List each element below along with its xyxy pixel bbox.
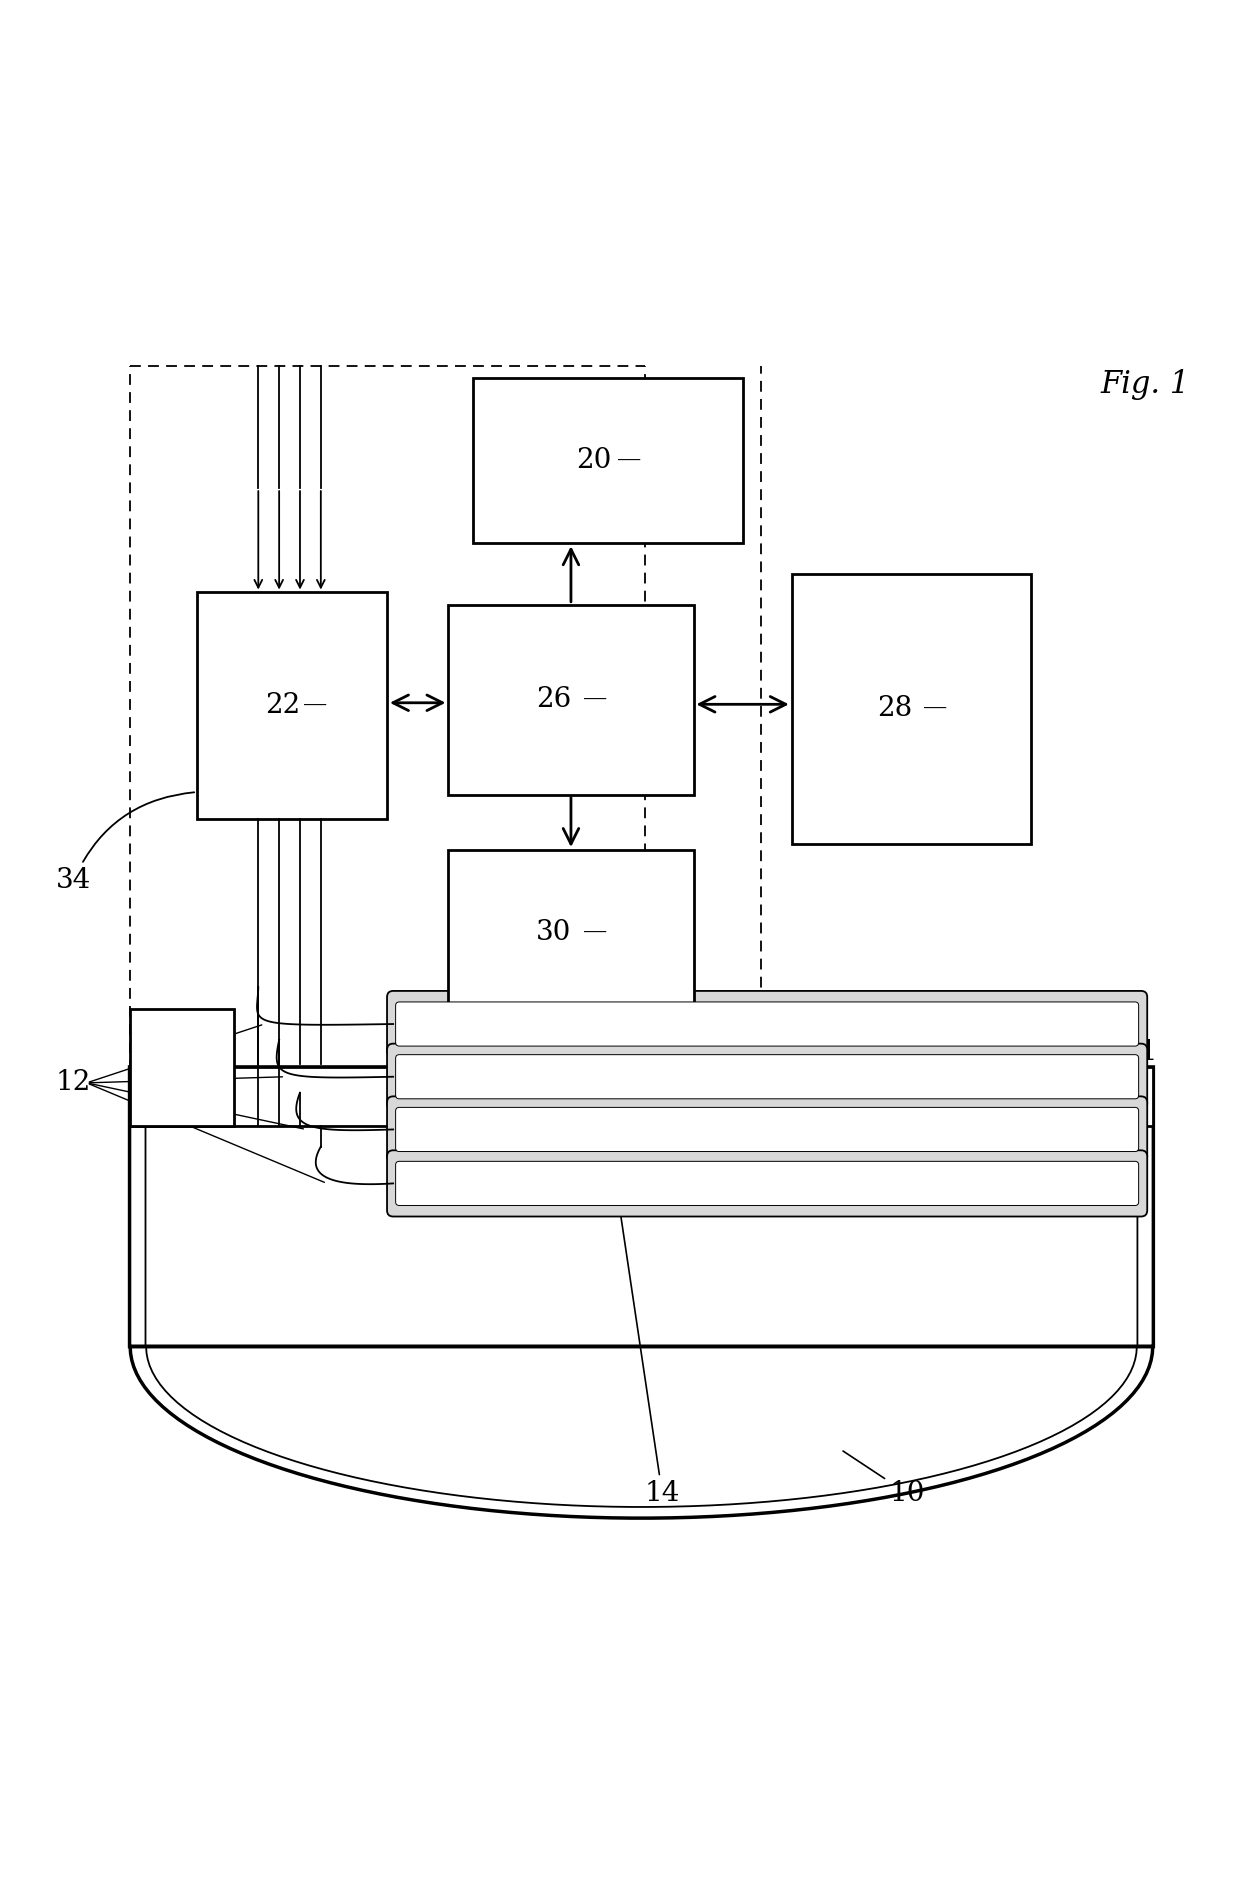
Text: 14: 14 bbox=[620, 1213, 680, 1507]
Text: ―: ― bbox=[304, 694, 326, 717]
Text: 20: 20 bbox=[577, 447, 611, 474]
Text: Fig. 1: Fig. 1 bbox=[1101, 370, 1190, 400]
Text: ―: ― bbox=[619, 449, 640, 472]
Text: 26: 26 bbox=[536, 686, 572, 713]
FancyBboxPatch shape bbox=[197, 592, 387, 819]
FancyBboxPatch shape bbox=[129, 1009, 234, 1126]
Text: 22: 22 bbox=[265, 692, 300, 719]
FancyBboxPatch shape bbox=[396, 1001, 1138, 1047]
FancyBboxPatch shape bbox=[387, 1043, 1147, 1109]
FancyBboxPatch shape bbox=[791, 574, 1030, 844]
Text: 34: 34 bbox=[56, 793, 195, 895]
Text: 11: 11 bbox=[1076, 1039, 1158, 1094]
FancyBboxPatch shape bbox=[387, 1096, 1147, 1162]
Text: ―: ― bbox=[584, 688, 606, 711]
FancyBboxPatch shape bbox=[387, 1151, 1147, 1217]
FancyBboxPatch shape bbox=[449, 849, 693, 1016]
FancyBboxPatch shape bbox=[396, 1162, 1138, 1206]
FancyBboxPatch shape bbox=[396, 1054, 1138, 1100]
FancyBboxPatch shape bbox=[387, 992, 1147, 1058]
FancyBboxPatch shape bbox=[396, 1107, 1138, 1151]
Text: 10: 10 bbox=[843, 1450, 925, 1507]
Text: ―: ― bbox=[924, 698, 946, 720]
FancyBboxPatch shape bbox=[472, 377, 743, 544]
Text: 12: 12 bbox=[56, 1069, 92, 1096]
FancyBboxPatch shape bbox=[129, 1067, 1153, 1126]
FancyBboxPatch shape bbox=[449, 605, 693, 794]
Text: ―: ― bbox=[584, 921, 606, 944]
Text: 30: 30 bbox=[536, 920, 572, 946]
Text: 28: 28 bbox=[877, 696, 913, 722]
